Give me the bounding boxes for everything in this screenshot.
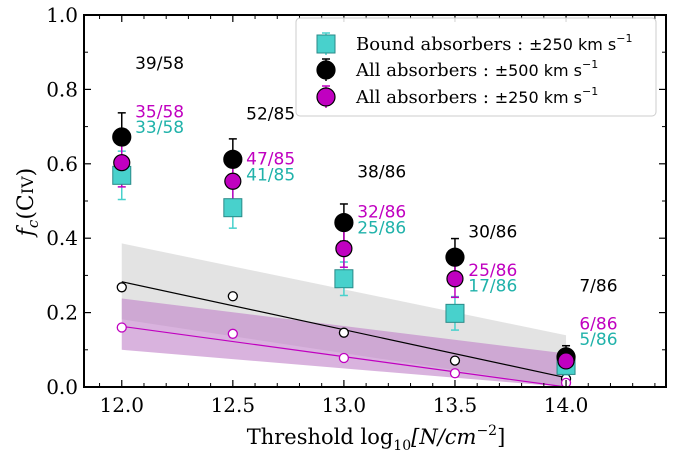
legend-entry-bound-250-text: Bound absorbers : xyxy=(356,34,529,55)
legend-entry-all-500-text: All absorbers : xyxy=(355,60,495,81)
annotation-7: 32/86 xyxy=(357,203,406,223)
y-axis-label: fc(CIV) xyxy=(14,168,42,238)
annotation-6: 38/86 xyxy=(357,163,406,183)
annotation-5: 41/85 xyxy=(246,166,295,186)
x-tick-label-0: 12.0 xyxy=(99,393,144,417)
y-tick-label-3: 0.6 xyxy=(46,152,78,176)
legend-markers xyxy=(316,32,336,108)
x-axis-label-bracket: [N/cm xyxy=(411,425,476,449)
x-tick-label-2: 13.0 xyxy=(322,393,367,417)
marker-all-250-0 xyxy=(113,154,131,172)
marker-all-250-1 xyxy=(224,172,242,190)
annotation-0: 39/58 xyxy=(135,54,184,74)
y-axis-label-ion: IV xyxy=(18,176,37,194)
annotation-14: 5/86 xyxy=(579,330,617,350)
x-axis-label-sup: −2 xyxy=(476,423,497,439)
x-axis-label-close: ] xyxy=(497,425,505,449)
marker-all-250-3 xyxy=(446,270,464,288)
legend-marker-bound-250 xyxy=(316,34,336,54)
marker-all-500-3 xyxy=(445,247,465,267)
marker-bound-250-1 xyxy=(223,198,243,218)
legend-entry-bound-250: Bound absorbers : ±250 km s−1 xyxy=(356,32,632,55)
random-point-1-0 xyxy=(116,322,127,333)
legend-marker-all-250 xyxy=(316,87,336,107)
legend-box xyxy=(295,17,657,117)
annotation-2: 33/58 xyxy=(135,118,184,138)
legend-entry-all-250-vel: ±250 km s xyxy=(495,88,582,107)
random-point-0-2 xyxy=(338,327,350,338)
annotation-8: 25/86 xyxy=(357,218,406,238)
random-point-0-1 xyxy=(227,291,238,302)
annotation-9: 30/86 xyxy=(468,222,517,242)
x-axis-label: Threshold log10[N/cm−2] xyxy=(247,423,506,454)
marker-all-250-4 xyxy=(557,352,575,370)
x-axis-label-prefix: Threshold log xyxy=(247,425,394,449)
x-tick-label-3: 13.5 xyxy=(433,393,478,417)
annotation-12: 7/86 xyxy=(579,276,617,296)
marker-all-500-1 xyxy=(223,149,243,169)
tick-labels: 12.0 12.5 13.0 13.5 14.0 0.0 0.2 0.4 0.6 0.8 1.0 xyxy=(46,3,588,417)
marker-bound-250-2 xyxy=(334,269,354,289)
legend-entry-all-250: All absorbers : ±250 km s−1 xyxy=(355,85,598,108)
axes xyxy=(83,14,667,388)
annotation-11: 17/86 xyxy=(468,276,517,296)
random-point-1-2 xyxy=(338,352,350,364)
random-point-1-3 xyxy=(449,368,461,379)
annotation-4: 47/85 xyxy=(246,150,295,170)
random-point-1-1 xyxy=(227,328,238,339)
y-tick-label-2: 0.4 xyxy=(46,226,78,250)
y-axis-label-paren: (C xyxy=(14,194,39,219)
marker-bound-250-3 xyxy=(445,303,465,323)
legend-entry-all-250-sup: −1 xyxy=(582,85,598,98)
annotation-1: 35/58 xyxy=(135,102,184,122)
annotation-13: 6/86 xyxy=(579,314,617,334)
annotation-3: 52/85 xyxy=(246,105,295,125)
legend-marker-all-500 xyxy=(316,60,336,80)
marker-all-500-2 xyxy=(334,212,354,233)
legend-entry-all-250-text: All absorbers : xyxy=(355,87,495,108)
legend-entry-bound-250-sup: −1 xyxy=(616,32,632,45)
y-tick-label-5: 1.0 xyxy=(46,3,78,27)
annotation-10: 25/86 xyxy=(468,261,517,281)
legend-entry-bound-250-vel: ±250 km s xyxy=(529,35,616,54)
y-tick-label-0: 0.0 xyxy=(46,375,78,399)
y-tick-label-1: 0.2 xyxy=(46,301,78,325)
data-markers xyxy=(112,127,576,375)
x-tick-label-1: 12.5 xyxy=(211,393,256,417)
y-axis-label-sub: c xyxy=(24,219,42,228)
random-points xyxy=(116,282,572,389)
x-tick-label-4: 14.0 xyxy=(544,393,589,417)
legend-entry-all-500-sup: −1 xyxy=(582,58,598,71)
random-point-0-0 xyxy=(116,282,127,293)
legend-entry-all-500: All absorbers : ±500 km s−1 xyxy=(355,58,598,81)
x-axis-label-sub: 10 xyxy=(393,438,411,454)
marker-all-500-0 xyxy=(112,127,132,147)
marker-all-250-2 xyxy=(335,240,353,258)
y-tick-label-4: 0.8 xyxy=(46,77,78,101)
random-point-0-3 xyxy=(449,355,461,366)
y-axis-label-close: ) xyxy=(14,168,39,177)
legend: Bound absorbers : ±250 km s−1 All absorb… xyxy=(295,17,657,117)
legend-entry-all-500-vel: ±500 km s xyxy=(495,61,582,80)
